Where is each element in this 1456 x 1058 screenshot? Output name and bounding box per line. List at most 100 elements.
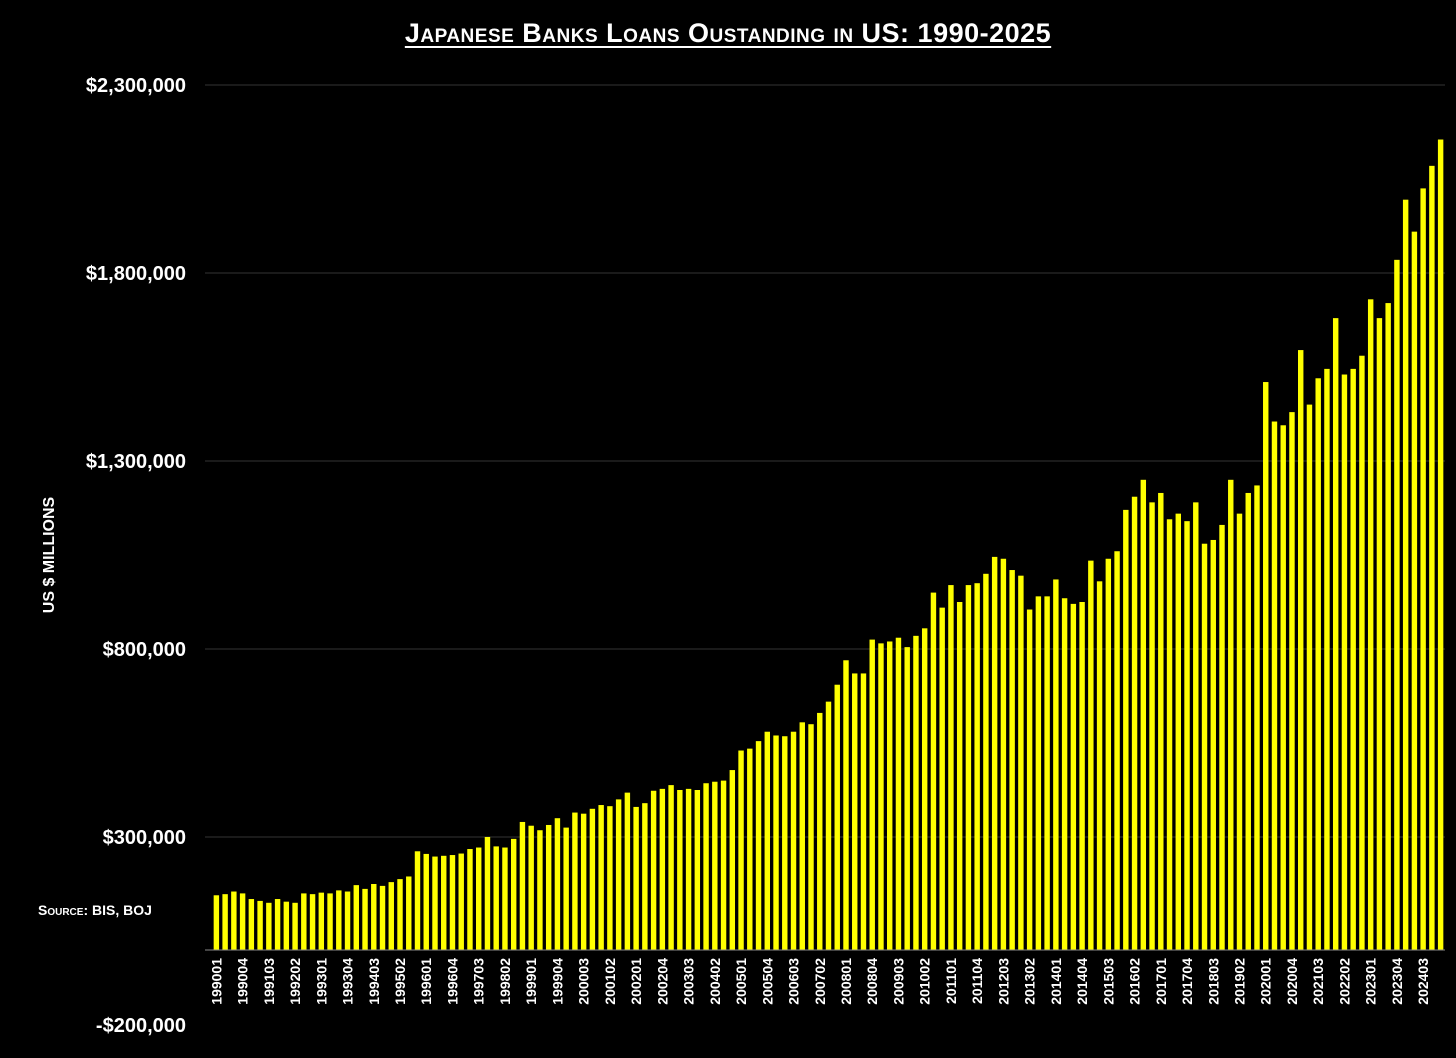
bar <box>1332 318 1339 950</box>
bar <box>1394 259 1400 951</box>
bar <box>712 781 718 950</box>
bar <box>1385 303 1391 951</box>
x-tick-label: 201101 <box>943 958 959 1004</box>
bar <box>309 894 316 950</box>
bar <box>545 824 552 950</box>
bar <box>353 885 359 950</box>
x-axis-ticks: 199001 199004 199103 199202 199301 199304 1994… <box>208 958 1431 1005</box>
bar <box>406 876 412 950</box>
bar <box>1289 412 1295 950</box>
x-tick-label: 200501 <box>733 958 749 1005</box>
bar <box>1166 519 1173 950</box>
bar <box>869 639 875 950</box>
y-tick-label: $800,000 <box>103 639 186 661</box>
bar <box>755 741 762 950</box>
x-tick-label: 202202 <box>1336 958 1352 1005</box>
bar <box>790 731 797 950</box>
bar <box>1236 513 1243 950</box>
bar <box>817 712 823 950</box>
y-tick-label: $2,300,000 <box>86 75 186 97</box>
bar <box>327 893 333 950</box>
x-tick-label: 199304 <box>340 958 356 1005</box>
bar <box>1315 378 1321 950</box>
bar <box>449 855 456 950</box>
bar <box>1079 602 1085 950</box>
x-tick-label: 201503 <box>1100 958 1116 1005</box>
bar <box>956 602 963 950</box>
bar <box>1254 485 1260 950</box>
bar <box>1341 374 1348 950</box>
bar <box>1210 539 1216 950</box>
bar <box>974 583 980 950</box>
bar-series <box>213 139 1444 951</box>
bar <box>344 891 351 950</box>
bar <box>441 855 447 950</box>
bar <box>878 643 884 950</box>
bar <box>1158 492 1164 950</box>
bar <box>1131 496 1138 950</box>
bar <box>895 637 902 950</box>
bar <box>1140 479 1147 950</box>
bar <box>1053 579 1059 950</box>
bar <box>1096 581 1103 950</box>
bar <box>1298 350 1304 951</box>
bar <box>458 853 464 950</box>
x-tick-label: 201002 <box>917 958 933 1005</box>
bar <box>1193 502 1199 950</box>
bar <box>1123 509 1129 950</box>
bar <box>1219 524 1225 950</box>
bar <box>537 830 543 950</box>
bar <box>1437 139 1444 950</box>
x-tick-label: 201404 <box>1074 958 1090 1005</box>
bar <box>1324 368 1330 950</box>
bar <box>1367 299 1374 950</box>
bar <box>1376 318 1383 950</box>
bar <box>991 556 998 950</box>
x-tick-label: 201803 <box>1205 958 1221 1005</box>
x-tick-label: 200303 <box>681 958 697 1005</box>
x-tick-label: 201701 <box>1153 958 1169 1005</box>
x-tick-label: 200402 <box>707 958 723 1005</box>
bar <box>677 790 683 950</box>
bar <box>502 847 508 950</box>
bar <box>852 673 858 950</box>
x-tick-label: 199601 <box>418 958 434 1005</box>
x-tick-label: 199502 <box>392 958 408 1005</box>
bar <box>1420 188 1426 950</box>
bar <box>1026 609 1033 950</box>
x-tick-label: 199703 <box>471 958 487 1005</box>
bar <box>1009 570 1015 950</box>
bar <box>633 806 639 950</box>
bar <box>1105 558 1112 950</box>
x-tick-label: 199004 <box>235 958 251 1005</box>
x-tick-label: 199802 <box>497 958 513 1005</box>
x-tick-label: 202403 <box>1415 958 1431 1005</box>
bar <box>773 735 779 950</box>
bar <box>799 722 805 950</box>
x-tick-label: 200102 <box>602 958 618 1005</box>
bar <box>292 902 298 950</box>
bar <box>1280 425 1286 950</box>
x-tick-label: 201104 <box>969 958 985 1004</box>
bar <box>983 573 989 950</box>
bar <box>615 799 622 950</box>
bar <box>703 783 709 950</box>
bar <box>650 790 657 950</box>
x-tick-label: 199901 <box>523 958 539 1005</box>
bar <box>467 849 473 950</box>
x-tick-label: 199604 <box>444 958 460 1005</box>
bar <box>563 827 569 950</box>
y-tick-label: $300,000 <box>103 827 186 849</box>
bar <box>738 750 744 950</box>
bar <box>887 641 893 950</box>
bar <box>283 901 290 950</box>
bar <box>642 803 648 950</box>
bar <box>248 899 255 950</box>
bar <box>423 853 429 950</box>
x-tick-label: 200204 <box>654 958 670 1005</box>
bar <box>484 837 491 950</box>
bar <box>764 731 770 950</box>
bar <box>747 748 753 950</box>
bar <box>301 893 307 950</box>
bar <box>1271 421 1278 950</box>
